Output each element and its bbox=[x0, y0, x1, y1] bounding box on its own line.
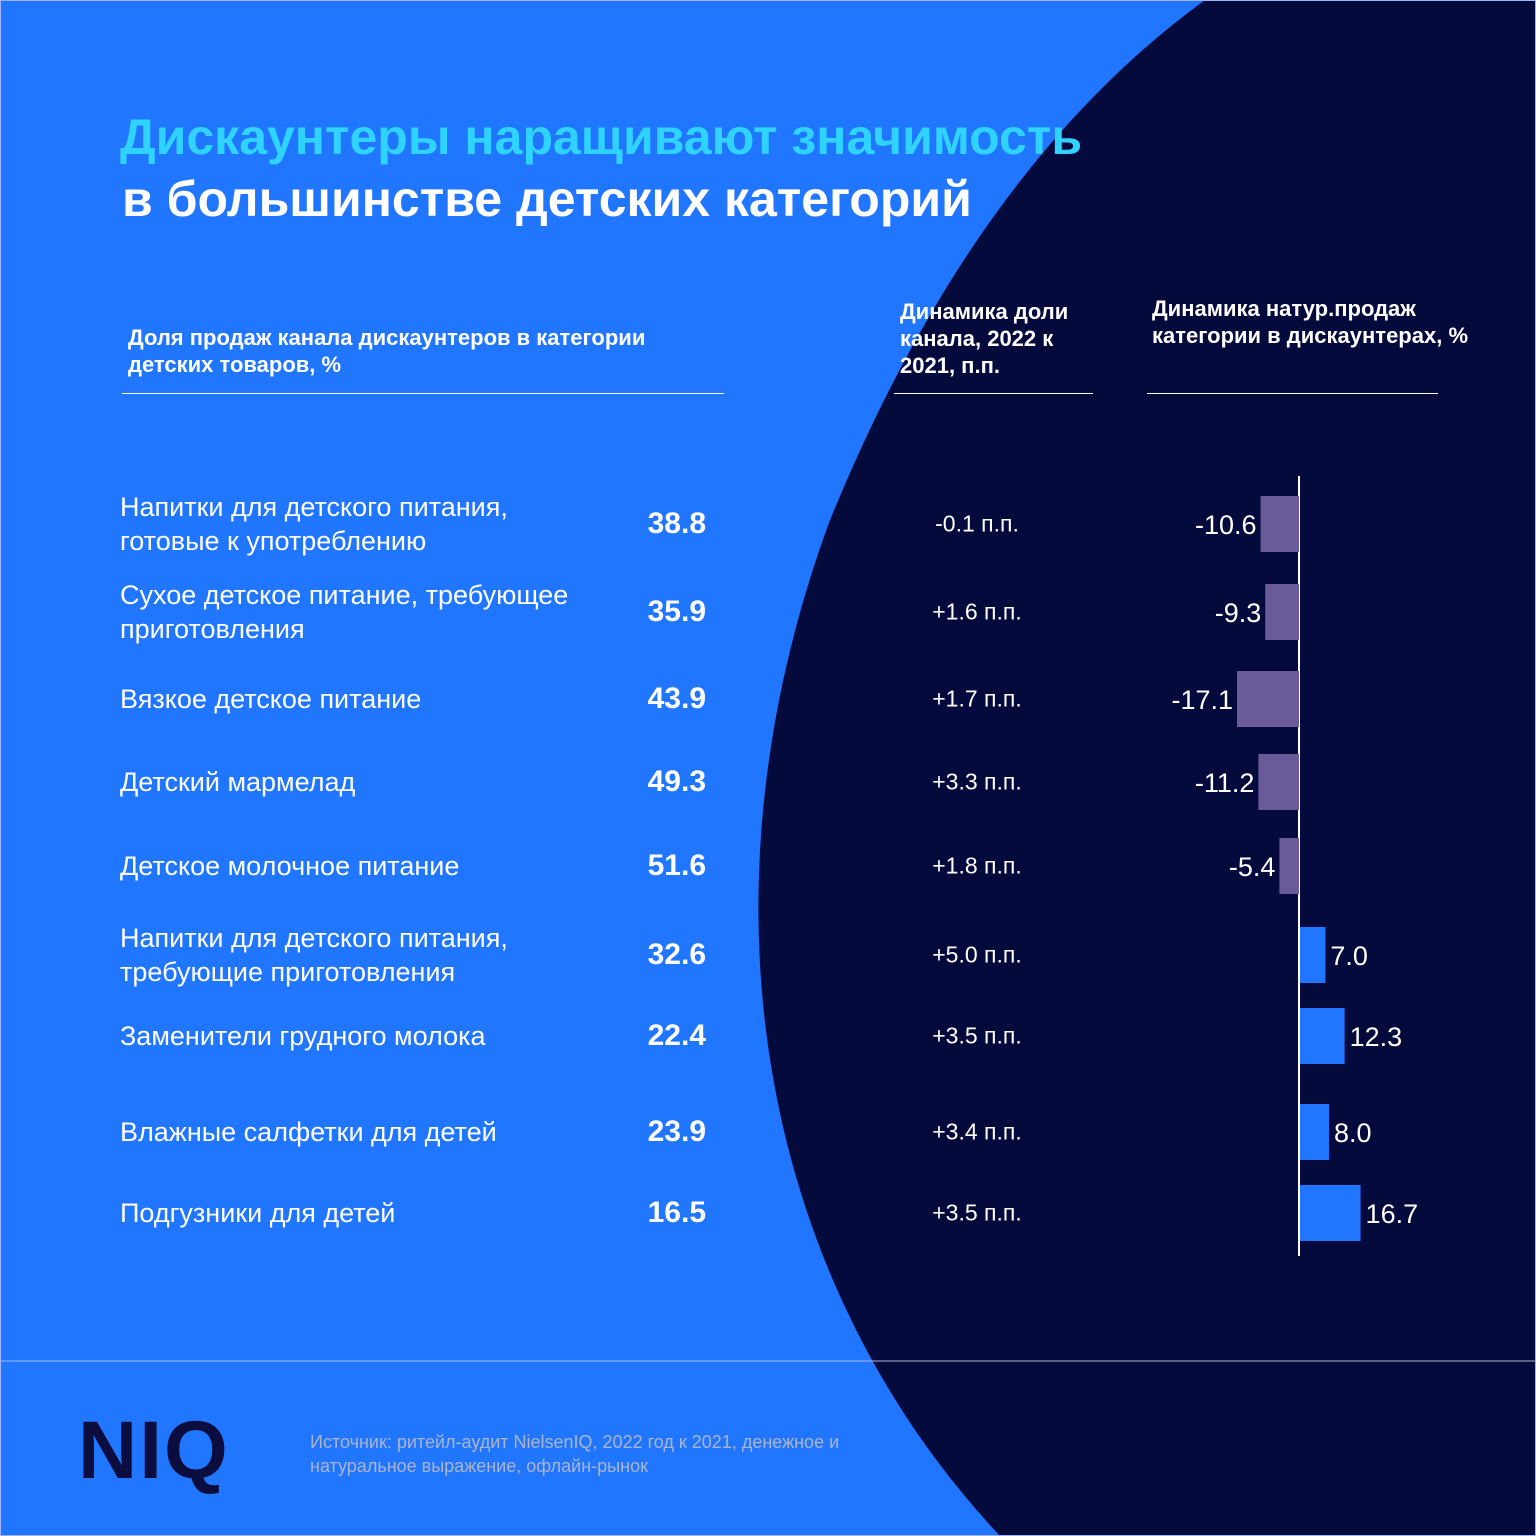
row-share-change: +1.6 п.п. bbox=[932, 598, 1022, 625]
volume-bar-label: 7.0 bbox=[1330, 941, 1368, 971]
volume-bar-label: 16.7 bbox=[1366, 1199, 1419, 1229]
volume-bar-label: -11.2 bbox=[1195, 768, 1255, 798]
row-share-value: 51.6 bbox=[647, 849, 706, 882]
volume-bar bbox=[1300, 1104, 1330, 1160]
row-category-label: Подгузники для детей bbox=[120, 1198, 396, 1228]
row-share-change: +3.5 п.п. bbox=[932, 1022, 1022, 1049]
source-note: Источник: ритейл-аудит NielsenIQ, 2022 г… bbox=[310, 1432, 840, 1476]
header-share-dynamics: Динамика доли канала, 2022 к 2021, п.п. bbox=[900, 299, 1069, 378]
volume-bar-label: 12.3 bbox=[1350, 1022, 1403, 1052]
volume-bar-label: -9.3 bbox=[1215, 598, 1262, 628]
row-share-change: +5.0 п.п. bbox=[932, 941, 1022, 968]
volume-bar bbox=[1300, 1185, 1361, 1241]
header-share-dynamics-underline bbox=[894, 393, 1093, 394]
row-share-change: +3.5 п.п. bbox=[932, 1199, 1022, 1226]
row-share-change: +1.8 п.п. bbox=[932, 852, 1022, 879]
row-share-change: +3.3 п.п. bbox=[932, 768, 1022, 795]
volume-bar-label: -17.1 bbox=[1171, 685, 1233, 715]
row-category-label: Сухое детское питание, требующее пригото… bbox=[120, 580, 569, 644]
volume-bar bbox=[1237, 671, 1299, 727]
volume-bar bbox=[1279, 838, 1299, 894]
header-volume-dynamics-underline bbox=[1147, 393, 1438, 394]
row-category-label: Напитки для детского питания, требующие … bbox=[120, 923, 508, 987]
row-share-value: 49.3 bbox=[647, 765, 706, 798]
header-share-underline bbox=[122, 393, 724, 394]
row-share-value: 38.8 bbox=[647, 507, 706, 540]
volume-bar bbox=[1300, 927, 1326, 983]
row-category-label: Напитки для детского питания, готовые к … bbox=[120, 492, 508, 556]
volume-bar-label: -10.6 bbox=[1195, 510, 1257, 540]
row-category-label: Влажные салфетки для детей bbox=[120, 1117, 497, 1147]
header-volume-dynamics: Динамика натур.продаж категории в дискау… bbox=[1152, 296, 1469, 348]
title-line-2: в большинстве детских категорий bbox=[122, 171, 972, 227]
row-share-value: 16.5 bbox=[647, 1196, 706, 1229]
volume-bar bbox=[1260, 496, 1299, 552]
row-share-value: 35.9 bbox=[647, 595, 706, 628]
title-line-1: Дискаунтеры наращивают значимость bbox=[120, 109, 1083, 165]
volume-bar bbox=[1258, 754, 1299, 810]
row-category-label: Заменители грудного молока bbox=[120, 1021, 486, 1051]
row-share-value: 23.9 bbox=[647, 1115, 706, 1148]
row-category-label: Детский мармелад bbox=[120, 767, 356, 797]
volume-bar bbox=[1300, 1008, 1345, 1064]
volume-dynamics-bars: -10.6 -9.3 -17.1 -11.2 -5.4 7.0 12.3 8.0 16.7 bbox=[1171, 476, 1418, 1256]
background-dark-shape bbox=[758, 0, 1536, 1536]
row-share-change: +3.4 п.п. bbox=[932, 1118, 1022, 1145]
header-share: Доля продаж канала дискаунтеров в катего… bbox=[128, 325, 646, 377]
row-share-change: -0.1 п.п. bbox=[935, 510, 1019, 537]
volume-bar-label: 8.0 bbox=[1334, 1118, 1372, 1148]
row-category-label: Вязкое детское питание bbox=[120, 684, 422, 714]
row-share-change: +1.7 п.п. bbox=[932, 685, 1022, 712]
volume-bar-label: -5.4 bbox=[1229, 852, 1276, 882]
row-share-value: 43.9 bbox=[647, 682, 706, 715]
row-share-value: 22.4 bbox=[647, 1019, 706, 1052]
row-share-value: 32.6 bbox=[647, 938, 706, 971]
niq-logo: NIQ bbox=[78, 1405, 230, 1496]
volume-bar bbox=[1265, 584, 1299, 640]
row-category-label: Детское молочное питание bbox=[120, 851, 460, 881]
